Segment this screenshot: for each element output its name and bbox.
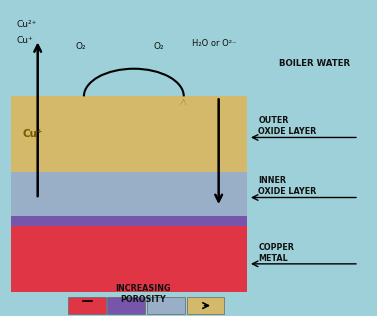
Bar <box>187 297 224 314</box>
Bar <box>147 297 185 314</box>
Text: COPPER
METAL: COPPER METAL <box>258 243 294 263</box>
Bar <box>11 226 247 292</box>
Text: Cu²⁺: Cu²⁺ <box>17 20 37 29</box>
Text: BOILER WATER: BOILER WATER <box>279 59 350 68</box>
Text: Cu⁺: Cu⁺ <box>23 130 43 139</box>
Text: INCREASING
POROSITY: INCREASING POROSITY <box>115 284 171 304</box>
Bar <box>11 172 247 216</box>
Bar <box>68 297 106 314</box>
Bar <box>107 297 145 314</box>
Bar <box>11 216 247 226</box>
Text: O₂: O₂ <box>76 42 86 51</box>
Bar <box>11 96 247 172</box>
Text: INNER
OXIDE LAYER: INNER OXIDE LAYER <box>258 176 317 197</box>
Text: O₂: O₂ <box>153 42 164 51</box>
Text: H₂O or O²⁻: H₂O or O²⁻ <box>192 39 237 48</box>
Text: OUTER
OXIDE LAYER: OUTER OXIDE LAYER <box>258 116 317 137</box>
Text: Cu⁺: Cu⁺ <box>17 36 34 45</box>
